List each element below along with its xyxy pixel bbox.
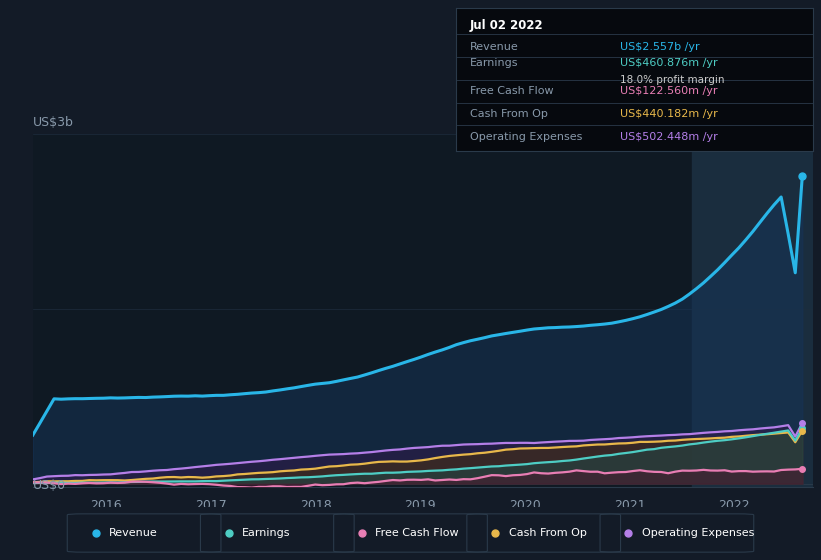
Text: 18.0% profit margin: 18.0% profit margin bbox=[620, 75, 724, 85]
Bar bbox=[692, 134, 813, 487]
Text: US$0: US$0 bbox=[33, 479, 66, 492]
Text: Cash From Op: Cash From Op bbox=[470, 109, 548, 119]
Text: US$440.182m /yr: US$440.182m /yr bbox=[620, 109, 718, 119]
Text: Free Cash Flow: Free Cash Flow bbox=[375, 528, 459, 538]
Text: Cash From Op: Cash From Op bbox=[509, 528, 586, 538]
Text: US$3b: US$3b bbox=[33, 116, 74, 129]
Text: US$2.557b /yr: US$2.557b /yr bbox=[620, 42, 699, 52]
Text: Earnings: Earnings bbox=[242, 528, 291, 538]
Text: US$122.560m /yr: US$122.560m /yr bbox=[620, 86, 718, 96]
Text: US$502.448m /yr: US$502.448m /yr bbox=[620, 132, 718, 142]
Text: Operating Expenses: Operating Expenses bbox=[642, 528, 754, 538]
Text: Revenue: Revenue bbox=[470, 42, 519, 52]
Text: Operating Expenses: Operating Expenses bbox=[470, 132, 582, 142]
Text: Revenue: Revenue bbox=[109, 528, 158, 538]
Text: Free Cash Flow: Free Cash Flow bbox=[470, 86, 553, 96]
Text: US$460.876m /yr: US$460.876m /yr bbox=[620, 58, 718, 68]
Text: Earnings: Earnings bbox=[470, 58, 518, 68]
Text: Jul 02 2022: Jul 02 2022 bbox=[470, 19, 544, 32]
